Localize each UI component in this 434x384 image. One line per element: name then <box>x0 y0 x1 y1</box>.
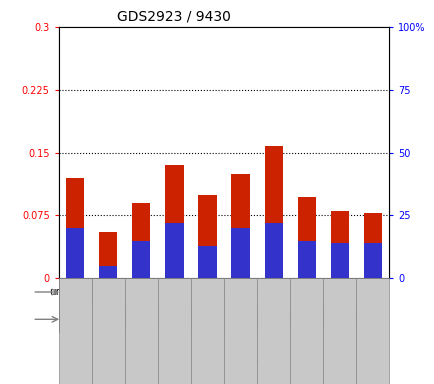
Bar <box>191 306 256 333</box>
Bar <box>158 278 191 384</box>
Bar <box>69 340 83 351</box>
Bar <box>289 278 322 384</box>
Bar <box>125 306 191 333</box>
Title: GDS2923 / 9430: GDS2923 / 9430 <box>117 9 231 23</box>
Text: trichostatin A: trichostatin A <box>205 287 275 297</box>
Bar <box>256 278 289 384</box>
Bar <box>330 211 348 278</box>
Bar <box>198 195 216 278</box>
Bar <box>224 278 256 384</box>
Bar <box>125 278 158 384</box>
Bar <box>363 213 381 278</box>
Text: percentile rank within the sample: percentile rank within the sample <box>88 356 276 366</box>
Bar <box>322 278 355 384</box>
Bar <box>66 228 84 278</box>
Bar <box>69 356 83 367</box>
Bar <box>264 146 282 278</box>
Bar <box>231 228 249 278</box>
Bar <box>132 203 150 278</box>
Bar <box>59 306 125 333</box>
Bar <box>66 178 84 278</box>
Bar <box>355 278 388 384</box>
Bar <box>99 232 117 278</box>
Bar <box>322 306 388 333</box>
Bar <box>59 278 92 306</box>
Bar <box>92 278 125 384</box>
Bar <box>191 278 224 384</box>
Text: 5 h: 5 h <box>215 314 232 324</box>
Bar <box>59 278 92 384</box>
Text: count: count <box>88 340 120 350</box>
Bar <box>231 174 249 278</box>
Bar <box>132 241 150 278</box>
Bar <box>330 243 348 278</box>
Bar <box>363 243 381 278</box>
Bar <box>297 197 315 278</box>
Bar <box>297 241 315 278</box>
Text: 10 h: 10 h <box>344 314 367 324</box>
Bar <box>165 223 183 278</box>
Bar <box>256 306 322 333</box>
Bar <box>198 246 216 278</box>
Text: 7.5 h: 7.5 h <box>276 314 302 324</box>
Bar <box>264 223 282 278</box>
Text: 2.5 h: 2.5 h <box>145 314 171 324</box>
Bar <box>165 165 183 278</box>
Text: untreated: untreated <box>49 287 101 297</box>
Text: control: control <box>73 314 110 324</box>
Bar <box>99 266 117 278</box>
